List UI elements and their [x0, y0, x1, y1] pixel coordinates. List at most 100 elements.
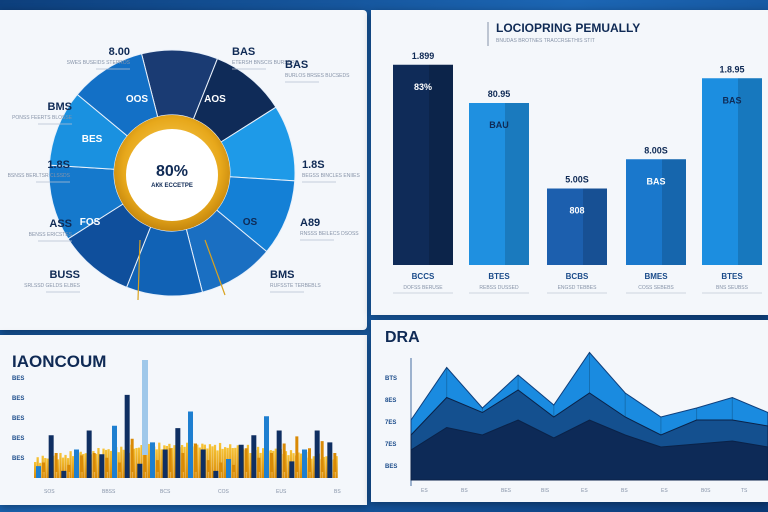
- donut-slice-label: FOS: [80, 217, 101, 228]
- donut-callout-caption: BURLOS BRSES BUCSEDS: [285, 73, 350, 79]
- donut-callout-value: ASS: [49, 218, 72, 230]
- histogram-bar: [314, 430, 320, 478]
- histogram-fill-bin: [122, 449, 125, 478]
- donut-callout-value: 1.8S: [302, 159, 325, 171]
- donut-callout-value: BAS: [285, 59, 308, 71]
- histogram-fill-bin: [183, 446, 186, 478]
- histogram-y-tick: BES: [12, 396, 24, 402]
- histogram-fill-bin: [56, 459, 60, 478]
- histogram-fill-bin: [312, 456, 315, 478]
- histogram-title: IAONCOUM: [12, 352, 106, 371]
- donut-slice-label: AOS: [204, 94, 226, 105]
- bar: [547, 188, 607, 265]
- histogram-fill-bin: [110, 450, 113, 478]
- histogram-fill-bin: [158, 442, 161, 478]
- histogram-spike: [333, 453, 337, 472]
- histogram-spike: [42, 462, 45, 472]
- histogram-fill-bin: [322, 456, 326, 478]
- area-x-tick: BIS: [541, 488, 550, 494]
- histogram-spike: [257, 457, 261, 472]
- histogram-bar: [289, 461, 295, 478]
- bar-value-label: 1.899: [412, 51, 435, 61]
- histogram-bar: [36, 466, 41, 478]
- histogram-spike: [118, 462, 121, 472]
- histogram-chart: IAONCOUM BES BES BES BES BES SOS BBSS BCS COS EU…: [12, 352, 341, 495]
- area-x-tick: ES: [581, 488, 588, 494]
- donut-callout-caption: BSNSS BERLTSR CLSSDS: [8, 173, 71, 179]
- bar-category-label: BCCS: [412, 272, 435, 281]
- bar-shade: [429, 64, 453, 265]
- donut-slices: [48, 49, 296, 301]
- histogram-spike: [67, 464, 71, 472]
- area-y-tick: BES: [385, 464, 397, 470]
- bar-inner-label: 83%: [414, 82, 432, 92]
- area-x-tick: BS: [461, 488, 468, 494]
- bar: [469, 103, 529, 265]
- histogram-fill-bin: [34, 462, 37, 478]
- histogram-fill-bin: [262, 448, 265, 478]
- bar: [393, 64, 453, 265]
- histogram-fill-bin: [259, 452, 262, 478]
- bar: [626, 159, 686, 265]
- histogram-bar: [276, 430, 282, 478]
- histogram-fill-bin: [69, 451, 72, 478]
- histogram-fill-bin: [186, 442, 189, 478]
- histogram-spike: [168, 448, 172, 472]
- histogram-x-tick: BS: [334, 489, 341, 495]
- donut-callout-value: BMS: [270, 269, 294, 281]
- histogram-bar: [175, 428, 181, 478]
- bar-group: 1.899 83% BCCS DOFSS BERUSE 80.95 BAU BTES REBS…: [393, 51, 762, 294]
- donut-callout-value: 1.8S: [47, 159, 70, 171]
- histogram-bar: [99, 454, 105, 478]
- area-y-tick: BTS: [385, 376, 397, 382]
- histogram-bar: [150, 442, 155, 478]
- histogram-bar: [264, 416, 269, 478]
- donut-callout-value: BAS: [232, 46, 255, 58]
- histogram-x-tick: SOS: [44, 489, 55, 495]
- area-x-ticks: ES BS BES BIS ES BS ES B0S TS: [421, 488, 748, 494]
- histogram-spike: [244, 448, 248, 472]
- center-value: 80%: [156, 163, 188, 180]
- donut-callout-caption: SRLSSD GELDS ELBES: [24, 283, 81, 289]
- area-x-tick: BES: [501, 488, 512, 494]
- bar-category-caption: ENGSD TEBBES: [558, 285, 597, 291]
- histogram-spike: [282, 443, 286, 472]
- histogram-fill-bin: [84, 453, 87, 478]
- bar-value-label: 80.95: [488, 89, 511, 99]
- histogram-bar: [61, 470, 67, 478]
- bar-category-caption: REBSS DUSSED: [479, 285, 519, 291]
- histogram-fill-bin: [94, 453, 98, 478]
- histogram-y-tick: BES: [12, 376, 24, 382]
- histogram-fill-bin: [335, 456, 338, 478]
- histogram-fill-bin: [249, 453, 252, 478]
- donut-callout-caption: BENSS ERICSTES: [29, 232, 73, 238]
- bar: [702, 78, 762, 265]
- area-x-tick: ES: [421, 488, 428, 494]
- area-y-tick: 8ES: [385, 398, 396, 404]
- histogram-fill-bin: [97, 448, 100, 478]
- donut-callout-value: 8.00: [109, 46, 130, 58]
- histogram-bar: [251, 435, 257, 478]
- histogram-bar: [327, 442, 333, 478]
- histogram-fill-bin: [196, 444, 199, 478]
- histogram-fill-bin: [213, 444, 217, 478]
- center-disc: [126, 129, 218, 221]
- area-y-tick: 7ES: [385, 442, 396, 448]
- area-x-tick: BS: [621, 488, 628, 494]
- histogram-y-tick: BES: [12, 436, 24, 442]
- bar-category-label: BTES: [721, 272, 743, 281]
- bar-category-label: BMES: [644, 272, 668, 281]
- donut-callout-caption: RNSSS BEILECS DSOSS: [300, 231, 359, 237]
- histogram-bar: [238, 444, 244, 478]
- bar-category-caption: BNS SEUBSS: [716, 285, 749, 291]
- area-x-tick: TS: [741, 488, 748, 494]
- histogram-spike: [105, 457, 109, 472]
- donut-accent-line: [137, 239, 141, 301]
- donut-callout-caption: SWES BUSEIDS STEPROS: [67, 60, 131, 66]
- bar-chart-subtitle: BNUDAS BROTNES TRACCRSETHIS STIT: [496, 38, 595, 44]
- histogram-fill-bin: [82, 453, 85, 478]
- histogram-fill-bin: [148, 443, 151, 478]
- histogram-spike: [92, 453, 96, 472]
- histogram-y-tick: BES: [12, 416, 24, 422]
- donut-chart-panel: 80% АКК ЕССЕТРЕ OOS AOS BES OS FOS 8.00 SWES …: [0, 10, 367, 330]
